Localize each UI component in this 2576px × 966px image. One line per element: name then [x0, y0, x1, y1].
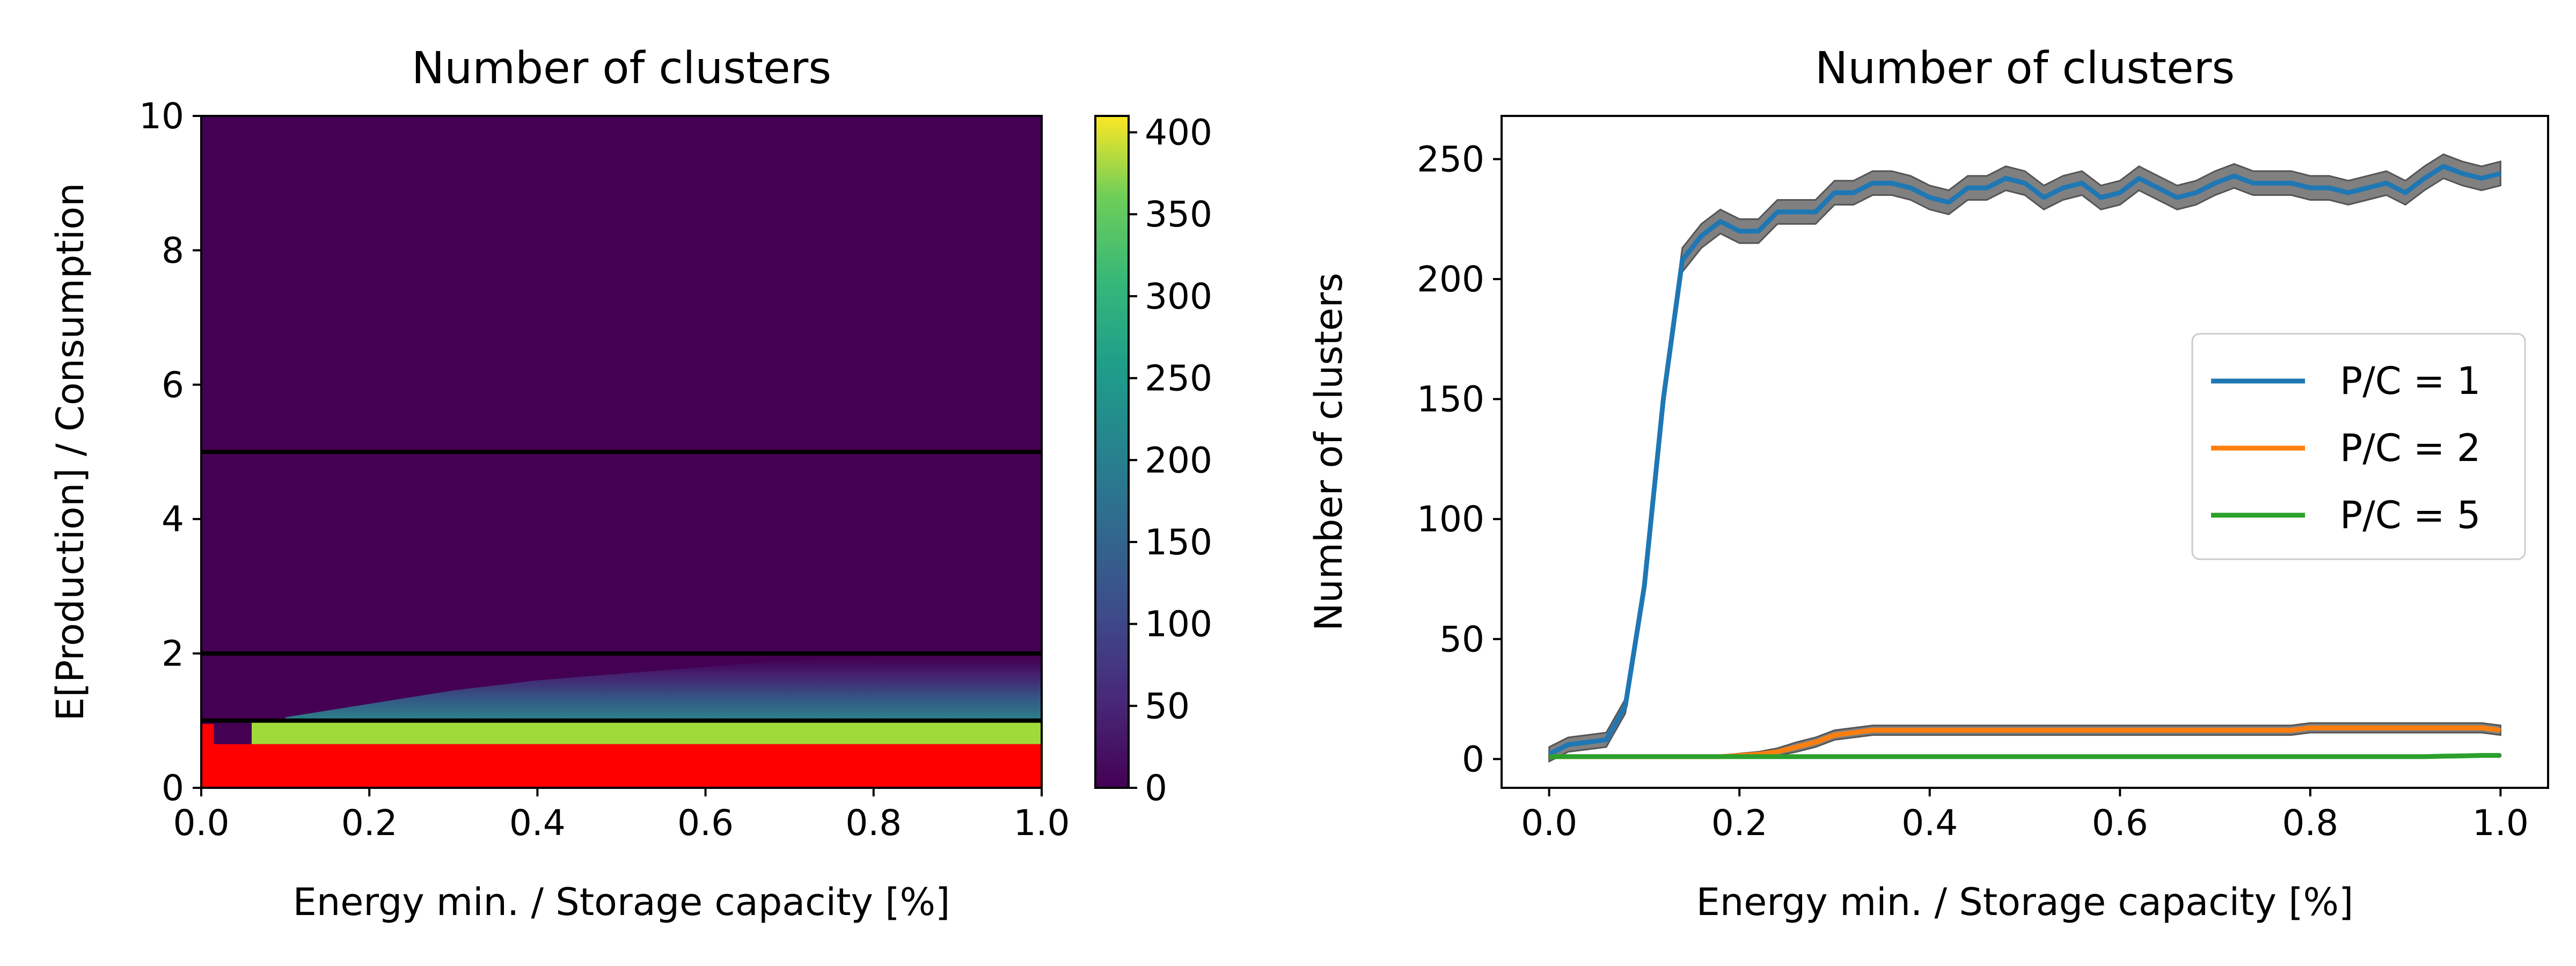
- heatmap-ytick-label: 6: [162, 364, 184, 406]
- line-ytick-label: 0: [1462, 738, 1484, 780]
- heatmap-ytick-label: 8: [162, 230, 184, 271]
- line-ylabel: Number of clusters: [1307, 273, 1351, 631]
- colorbar-tick-label: 350: [1145, 194, 1212, 235]
- heatmap-ylabel: E[Production] / Consumption: [48, 183, 92, 721]
- series-1-line: [1548, 164, 2501, 757]
- heatmap-xtick-label: 0.4: [509, 802, 566, 844]
- series-3-line: [1549, 753, 2501, 759]
- legend-label-series-2: P/C = 2: [2340, 426, 2480, 470]
- colorbar: 0 50 100 150 200 250 300 350 400: [1094, 112, 1212, 809]
- line-frame: [1501, 115, 2549, 789]
- heatmap-frame: [200, 115, 1043, 789]
- line-ytick-label: 100: [1417, 499, 1484, 540]
- line-ytick-label: 250: [1417, 138, 1484, 180]
- line-ytick-label: 50: [1439, 619, 1484, 660]
- heatmap-xtick-label: 0.8: [845, 802, 902, 844]
- colorbar-tick-label: 100: [1145, 604, 1212, 645]
- colorbar-gradient: [1094, 115, 1130, 789]
- colorbar-tick-label: 400: [1145, 112, 1212, 153]
- heatmap-infeasible-region: [201, 744, 1042, 788]
- heatmap-infeasible-strip: [201, 724, 214, 788]
- heatmap-high-value-band: [251, 720, 1042, 744]
- colorbar-tick-label: 200: [1145, 440, 1212, 481]
- heatmap-ytick-label: 10: [139, 96, 184, 137]
- line-xtick-label: 0.2: [1711, 802, 1768, 844]
- colorbar-tick-label: 300: [1145, 276, 1212, 317]
- heatmap-xtick-label: 1.0: [1014, 802, 1070, 844]
- heatmap-plot-area: [201, 116, 1042, 788]
- series-1-confidence-band: [1548, 153, 2501, 763]
- heatmap-title: Number of clusters: [412, 43, 831, 94]
- heatmap-ytick-label: 2: [162, 633, 184, 675]
- line-title: Number of clusters: [1815, 43, 2235, 94]
- legend-label-series-1: P/C = 1: [2340, 359, 2480, 403]
- line-xtick-label: 0.4: [1901, 802, 1958, 844]
- colorbar-tick-label: 0: [1145, 767, 1167, 809]
- colorbar-tick-label: 50: [1145, 685, 1190, 727]
- line-xtick-label: 0.0: [1521, 802, 1577, 844]
- legend-label-series-3: P/C = 5: [2340, 493, 2480, 537]
- line-xtick-label: 1.0: [2472, 802, 2529, 844]
- legend: P/C = 1 P/C = 2 P/C = 5: [2191, 333, 2526, 560]
- colorbar-tick-label: 250: [1145, 358, 1212, 399]
- line-xtick-label: 0.6: [2092, 802, 2148, 844]
- line-xlabel: Energy min. / Storage capacity [%]: [1696, 880, 2354, 924]
- legend-box: [2191, 333, 2526, 560]
- heatmap-xtick-label: 0.6: [677, 802, 734, 844]
- line-panel: Number of clusters 0.0 0.2 0.4 0.6 0.8 1.0 0 5…: [1307, 43, 2549, 924]
- heatmap-ytick-label: 4: [162, 499, 184, 540]
- heatmap-xlabel: Energy min. / Storage capacity [%]: [293, 880, 950, 924]
- heatmap-ytick-label: 0: [162, 767, 184, 809]
- line-ytick-label: 150: [1417, 379, 1484, 420]
- line-xtick-label: 0.8: [2282, 802, 2338, 844]
- heatmap-xtick-label: 0.0: [173, 802, 230, 844]
- line-ytick-label: 200: [1417, 259, 1484, 300]
- heatmap-panel: Number of clusters 0.0 0.2 0.4 0.6 0.8 1.0 0 2…: [48, 43, 1070, 924]
- colorbar-tick-label: 150: [1145, 522, 1212, 563]
- heatmap-plume-region: [285, 653, 1042, 721]
- heatmap-xtick-label: 0.2: [341, 802, 398, 844]
